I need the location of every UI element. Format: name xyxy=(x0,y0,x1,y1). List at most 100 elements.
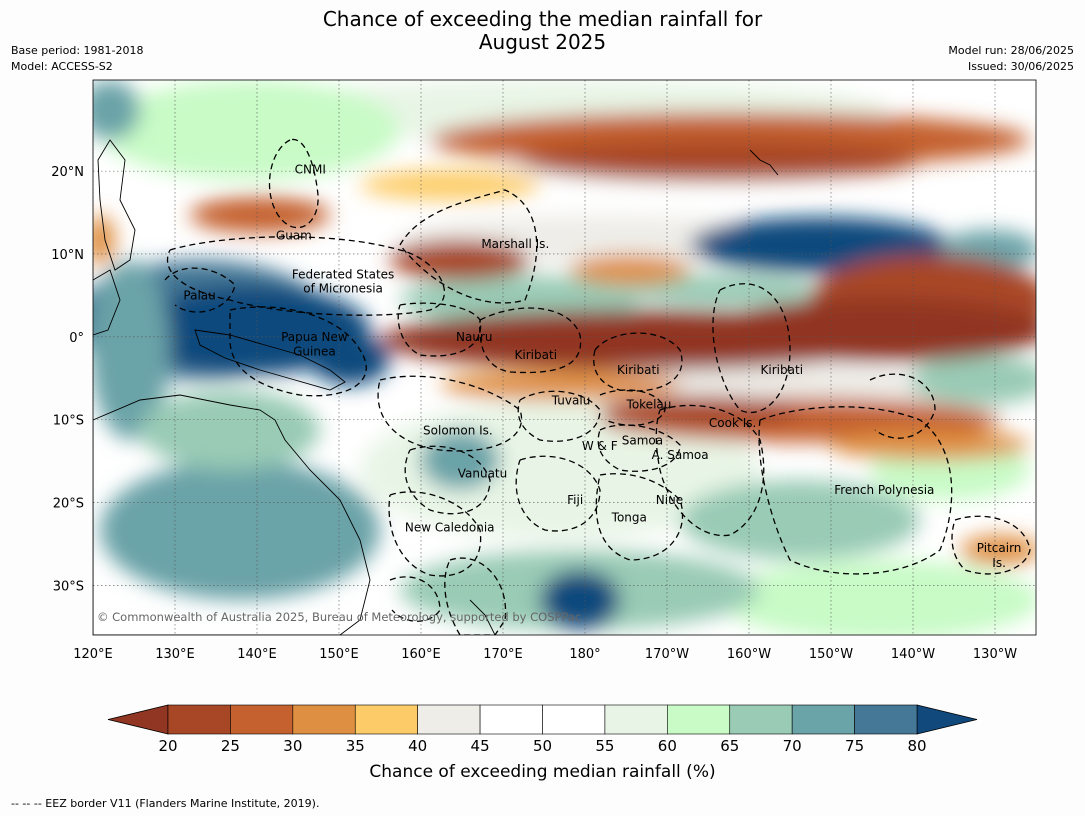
latitude-axis: 20°N 10°N 0° 10°S 20°S 30°S xyxy=(51,165,84,594)
field-patch xyxy=(440,370,680,400)
lon-tick-label: 170°E xyxy=(483,647,523,662)
lon-tick-label: 130°W xyxy=(973,647,1017,662)
colorbar-segment xyxy=(167,704,231,735)
longitude-axis: 120°E 130°E 140°E 150°E 160°E 170°E 180° 170°W 1… xyxy=(73,647,1017,662)
lon-tick-label: 140°W xyxy=(891,647,935,662)
colorbar-tick-label: 30 xyxy=(283,737,302,755)
eez-footnote: -- -- -- EEZ border V11 (Flanders Marine… xyxy=(11,797,320,810)
title-line-1: Chance of exceeding the median rainfall … xyxy=(322,7,763,31)
coastlines xyxy=(93,139,779,635)
lon-tick-label: 120°E xyxy=(73,647,113,662)
eez-palau xyxy=(164,267,236,313)
field-patch xyxy=(310,335,390,385)
place-label: Solomon Is. xyxy=(423,423,493,437)
lon-tick-label: 160°E xyxy=(401,647,441,662)
field-patch xyxy=(720,560,1036,635)
title-line-2: August 2025 xyxy=(478,30,607,54)
eez-cnmi xyxy=(268,138,319,229)
colorbar-tick-label: 55 xyxy=(595,737,614,755)
eez-french-polynesia-east xyxy=(869,373,936,439)
graticule xyxy=(93,80,1036,635)
eez-borders xyxy=(164,138,1031,635)
eez-fiji xyxy=(515,455,601,532)
place-label: New Caledonia xyxy=(405,520,495,534)
lon-tick-label: 160°W xyxy=(727,647,771,662)
colorbar-tick-label: 70 xyxy=(783,737,802,755)
borneo-coast xyxy=(93,269,121,336)
rainfall-field xyxy=(93,80,1036,635)
colorbar-segment xyxy=(417,704,481,735)
field-patch xyxy=(360,170,540,200)
colorbar-segment xyxy=(542,704,606,735)
colorbar-segment xyxy=(729,704,793,735)
eez-new-caledonia xyxy=(388,491,482,577)
australia-coast xyxy=(93,394,371,635)
field-patch xyxy=(420,430,500,490)
field-patch xyxy=(910,355,1036,405)
field-patch xyxy=(100,80,400,180)
lon-tick-label: 150°W xyxy=(809,647,853,662)
lon-tick-label: 130°E xyxy=(155,647,195,662)
lat-tick-label: 10°S xyxy=(53,414,84,429)
colorbar-segment xyxy=(230,704,294,735)
lat-tick-label: 30°S xyxy=(53,579,84,594)
colorbar-tick-label: 35 xyxy=(346,737,365,755)
base-period: Base period: 1981-2018 xyxy=(11,44,144,57)
place-label: CNMI xyxy=(295,162,326,176)
place-label: of Micronesia xyxy=(303,282,383,296)
place-label: Tokelau xyxy=(626,398,672,412)
eez-fsm xyxy=(166,236,445,316)
eez-nz-kermadec xyxy=(444,557,507,635)
field-patch xyxy=(140,390,320,470)
colorbar-tick-label: 80 xyxy=(907,737,926,755)
colorbar-over-arrow xyxy=(916,704,978,735)
eez-vanuatu xyxy=(404,445,491,515)
place-label: Tuvalu xyxy=(551,394,591,408)
philippines-coast xyxy=(97,139,136,271)
colorbar-tick-label: 20 xyxy=(158,737,177,755)
lon-tick-label: 150°E xyxy=(319,647,359,662)
lat-tick-label: 10°N xyxy=(51,248,84,263)
field-patch xyxy=(190,197,330,233)
colorbar-tick-label: 45 xyxy=(471,737,490,755)
colorbar-segment xyxy=(791,704,855,735)
meta-left: Base period: 1981-2018 Model: ACCESS-S2 xyxy=(11,43,143,75)
place-label: W & F xyxy=(582,439,618,453)
field-patch xyxy=(600,396,800,428)
place-label: Kiribati xyxy=(761,363,803,377)
lon-tick-label: 140°E xyxy=(237,647,277,662)
eez-phoenix xyxy=(593,332,683,392)
lon-tick-label: 180° xyxy=(569,647,600,662)
colorbar: 20 25 30 35 40 45 50 55 60 65 70 75 80 xyxy=(107,704,978,755)
colorbar-segment xyxy=(354,704,418,735)
place-label: Samoa xyxy=(622,433,663,447)
colorbar-under-arrow xyxy=(107,704,169,735)
lat-tick-label: 20°N xyxy=(51,165,84,180)
place-label: Tonga xyxy=(611,510,647,524)
eez-norfolk xyxy=(389,576,441,622)
place-label: Is. xyxy=(992,556,1006,570)
colorbar-title: Chance of exceeding median rainfall (%) xyxy=(369,762,716,782)
field-patch xyxy=(710,298,1036,362)
field-patch xyxy=(130,285,370,375)
field-patch xyxy=(830,430,1030,460)
colorbar-tick-label: 25 xyxy=(221,737,240,755)
colorbar-tick-label: 75 xyxy=(845,737,864,755)
colorbar-tick-label: 40 xyxy=(408,737,427,755)
colorbar-segment xyxy=(292,704,356,735)
field-patch xyxy=(390,240,530,280)
hawaii-coast xyxy=(749,149,779,176)
field-patch xyxy=(680,480,920,560)
model-name: Model: ACCESS-S2 xyxy=(11,60,113,73)
eez-gilberts xyxy=(479,307,582,374)
colorbar-tick-label: 60 xyxy=(658,737,677,755)
place-label: Pitcairn xyxy=(977,541,1022,555)
place-label: A. Samoa xyxy=(652,448,709,462)
model-run: Model run: 28/06/2025 xyxy=(948,44,1074,57)
eez-nauru-kiribati xyxy=(397,302,482,357)
place-label: Papua New xyxy=(281,330,348,344)
colorbar-segment xyxy=(667,704,731,735)
place-label: Cook Is. xyxy=(709,416,756,430)
